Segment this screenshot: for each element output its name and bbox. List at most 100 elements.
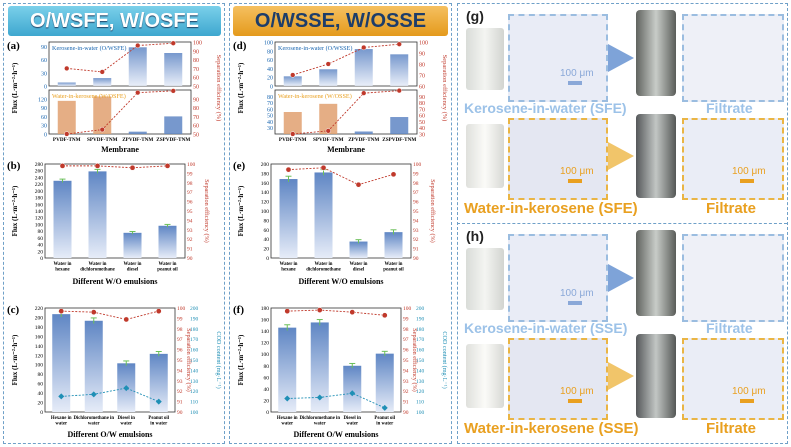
- y2-tick-label: 96: [187, 200, 193, 206]
- y-axis-label: Flux (L·m⁻²·h⁻¹): [11, 334, 19, 385]
- x-tick-label: PVDF-TNM: [53, 137, 81, 143]
- y-tick-label: 80: [38, 372, 44, 378]
- x-tick-label: water: [281, 422, 294, 427]
- y3-tick-label: 190: [190, 316, 199, 322]
- y3-axis-label: COD content (mg·L⁻¹): [215, 331, 222, 388]
- photo-group-h: (h) 100 μm Kerosene-in-water (SSE) Filtr…: [460, 226, 786, 440]
- x-tick-label: water: [120, 422, 133, 427]
- bar: [88, 171, 107, 258]
- efficiency-point: [316, 307, 323, 313]
- scale-bar: [740, 179, 754, 183]
- y-tick-label: 180: [35, 196, 44, 202]
- x-tick-label: water: [88, 422, 101, 427]
- y-tick-label: 180: [35, 325, 44, 331]
- x-tick-label: Peanut oil: [148, 416, 169, 421]
- scale-bar: [740, 399, 754, 403]
- micrograph: [508, 14, 608, 102]
- y2-tick-label: 80: [419, 101, 425, 107]
- y3-tick-label: 130: [416, 379, 425, 385]
- scale-label: 100 μm: [732, 386, 766, 397]
- y2-tick-label: 70: [419, 74, 425, 80]
- y-tick-label: 80: [267, 95, 273, 101]
- y-tick-label: 160: [35, 202, 44, 208]
- plot-frame: [44, 163, 186, 259]
- bar: [57, 100, 76, 134]
- y-tick-label: 0: [270, 85, 273, 91]
- efficiency-point: [135, 89, 141, 96]
- y2-tick-label: 50: [193, 133, 199, 139]
- scale-label: 100 μm: [560, 166, 594, 177]
- chart-panel-a: (a) 0 30 60 90 50 60 70 80 90 100 Kerosene-in-water…: [7, 40, 222, 154]
- y-tick-label: 140: [35, 344, 44, 350]
- efficiency-point: [381, 312, 388, 319]
- panel-label: (c): [7, 304, 20, 316]
- y2-tick-label: 98: [187, 181, 193, 187]
- y-tick-label: 200: [261, 162, 270, 168]
- y2-tick-label: 97: [187, 190, 193, 196]
- y2-tick-label: 70: [193, 67, 199, 73]
- y-tick-label: 220: [35, 182, 44, 188]
- x-tick-label: ZPVDF-TNM: [122, 137, 153, 143]
- chart-panel-e: (e) 0 20 40 60 80 100 120 140 160 180 200 90 91 92 93 94…: [233, 160, 436, 286]
- efficiency-line: [66, 42, 174, 73]
- y2-tick-label: 50: [193, 85, 199, 91]
- y-tick-label: 0: [44, 133, 47, 139]
- micrograph: [682, 338, 784, 420]
- y2-tick-label: 90: [187, 256, 193, 262]
- x-tick-label: Water in: [280, 262, 298, 267]
- y2-tick-label: 80: [419, 63, 425, 69]
- bar: [149, 353, 168, 412]
- y2-tick-label: 95: [177, 358, 183, 364]
- vial-photo: [466, 28, 504, 90]
- y-tick-label: 120: [35, 216, 44, 222]
- efficiency-point: [284, 308, 291, 314]
- y2-tick-label: 96: [177, 348, 183, 354]
- y-tick-label: 120: [261, 341, 270, 347]
- vial-photo: [636, 114, 676, 198]
- y2-tick-label: 99: [413, 171, 419, 177]
- efficiency-point: [390, 171, 397, 178]
- y2-tick-label: 40: [419, 126, 425, 132]
- efficiency-point: [59, 163, 66, 169]
- plot-frame: [270, 163, 412, 259]
- y-tick-label: 30: [267, 126, 273, 132]
- bar: [375, 353, 394, 412]
- efficiency-point: [320, 164, 327, 171]
- photo-separator: [457, 223, 787, 224]
- y2-tick-label: 80: [193, 106, 199, 112]
- x-tick-label: Dichloromethane in: [299, 416, 340, 421]
- bar: [128, 47, 147, 86]
- panel-label: (b): [7, 160, 21, 172]
- series-annotation: Kerosene-in-water (O/WSFE): [52, 45, 126, 52]
- micrograph: [682, 234, 784, 322]
- y-tick-label: 200: [35, 189, 44, 195]
- y-tick-label: 160: [261, 318, 270, 324]
- y-tick-label: 0: [40, 410, 43, 416]
- y2-tick-label: 92: [413, 237, 419, 243]
- x-tick-label: peanut oil: [383, 268, 404, 273]
- y-tick-label: 40: [264, 387, 270, 393]
- y2-tick-label: 60: [193, 76, 199, 82]
- y3-tick-label: 180: [190, 327, 199, 333]
- arrow-icon: [608, 142, 634, 170]
- bar: [319, 103, 338, 134]
- y-tick-label: 90: [41, 106, 47, 112]
- banner-left: O/WSFE, W/OSFE: [8, 6, 221, 36]
- efficiency-point: [123, 316, 130, 323]
- bar: [314, 172, 333, 258]
- efficiency-point: [349, 309, 356, 316]
- y-tick-label: 60: [267, 58, 273, 64]
- y2-tick-label: 91: [413, 247, 419, 253]
- y-tick-label: 100: [261, 209, 270, 215]
- y-tick-label: 140: [261, 190, 270, 196]
- y2-axis-label: Separation efficiency (%): [429, 179, 436, 242]
- plot-frame: [44, 307, 176, 413]
- efficiency-line: [61, 310, 159, 320]
- bar: [354, 49, 373, 86]
- x-tick-label: Water in: [315, 262, 333, 267]
- y2-tick-label: 95: [413, 209, 419, 215]
- x-axis-label: Different W/O emulsions: [298, 277, 383, 286]
- x-tick-label: Water in: [159, 262, 177, 267]
- bar: [384, 232, 403, 258]
- y2-tick-label: 100: [403, 306, 412, 312]
